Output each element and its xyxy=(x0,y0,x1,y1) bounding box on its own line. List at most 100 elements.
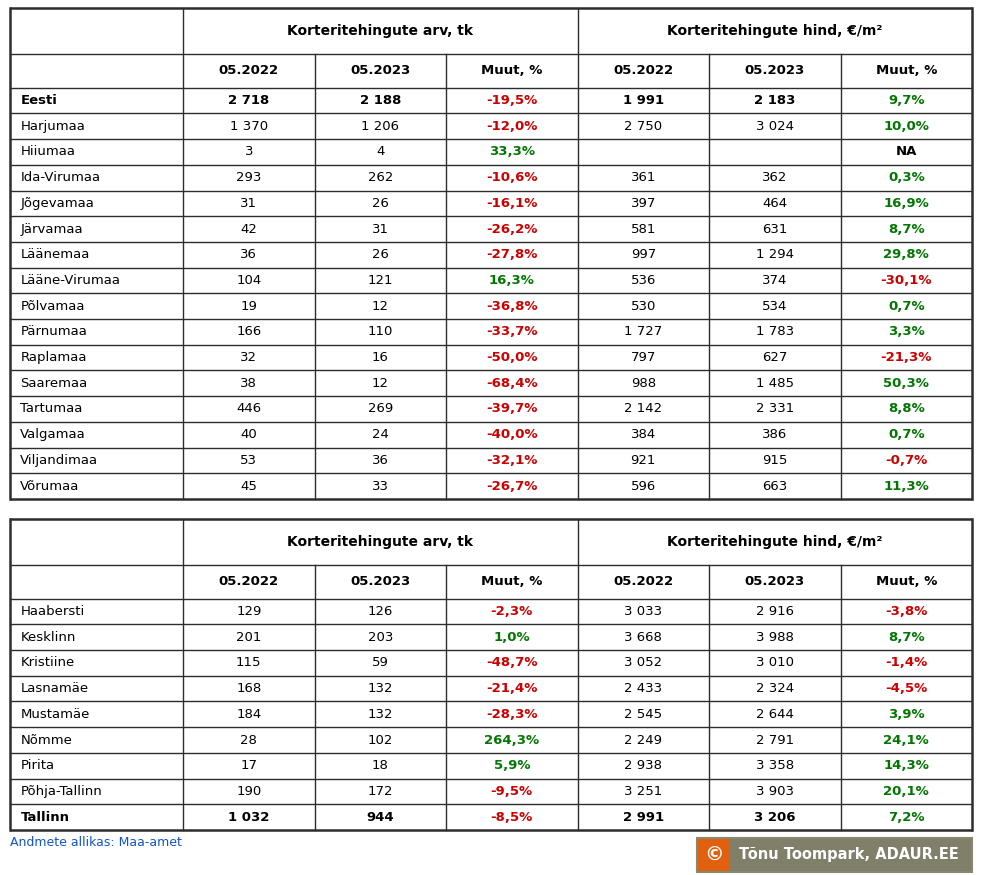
Text: 31: 31 xyxy=(372,222,389,235)
Text: -39,7%: -39,7% xyxy=(486,402,537,416)
Text: 166: 166 xyxy=(236,326,261,339)
Text: 1 485: 1 485 xyxy=(756,377,793,389)
Text: 17: 17 xyxy=(241,760,257,773)
Text: Korteritehingute arv, tk: Korteritehingute arv, tk xyxy=(288,24,473,38)
Text: Viljandimaa: Viljandimaa xyxy=(21,454,98,467)
Text: 168: 168 xyxy=(236,682,261,695)
Text: Saaremaa: Saaremaa xyxy=(21,377,87,389)
Text: Läänemaa: Läänemaa xyxy=(21,248,89,262)
Text: -1,4%: -1,4% xyxy=(885,656,927,669)
Text: 1 991: 1 991 xyxy=(623,94,664,107)
Text: 29,8%: 29,8% xyxy=(884,248,929,262)
Text: 3 358: 3 358 xyxy=(756,760,793,773)
Text: Harjumaa: Harjumaa xyxy=(21,120,85,133)
Text: 10,0%: 10,0% xyxy=(884,120,929,133)
Text: Võrumaa: Võrumaa xyxy=(21,480,80,493)
Text: -10,6%: -10,6% xyxy=(486,172,537,184)
Text: 2 791: 2 791 xyxy=(756,733,793,746)
Text: 203: 203 xyxy=(367,631,393,644)
Text: -36,8%: -36,8% xyxy=(486,299,537,312)
Text: 581: 581 xyxy=(630,222,656,235)
Text: 20,1%: 20,1% xyxy=(884,785,929,798)
Text: Tartumaa: Tartumaa xyxy=(21,402,82,416)
Text: Muut, %: Muut, % xyxy=(481,65,542,78)
Text: 36: 36 xyxy=(372,454,389,467)
Text: 126: 126 xyxy=(367,605,393,618)
Text: -12,0%: -12,0% xyxy=(486,120,537,133)
Text: 3,3%: 3,3% xyxy=(888,326,925,339)
Text: -26,2%: -26,2% xyxy=(486,222,537,235)
Text: -16,1%: -16,1% xyxy=(486,197,537,210)
Text: 464: 464 xyxy=(762,197,788,210)
Text: 8,8%: 8,8% xyxy=(888,402,925,416)
Text: 397: 397 xyxy=(630,197,656,210)
Bar xyxy=(697,838,972,872)
Text: Nõmme: Nõmme xyxy=(21,733,73,746)
Text: 1 294: 1 294 xyxy=(756,248,793,262)
Text: 374: 374 xyxy=(762,274,788,287)
Text: 110: 110 xyxy=(367,326,393,339)
Text: -3,8%: -3,8% xyxy=(885,605,927,618)
Text: 102: 102 xyxy=(367,733,393,746)
Text: 362: 362 xyxy=(762,172,788,184)
Text: 172: 172 xyxy=(367,785,393,798)
Text: 386: 386 xyxy=(762,428,788,441)
Text: 2 718: 2 718 xyxy=(228,94,269,107)
Text: 3 010: 3 010 xyxy=(756,656,793,669)
Text: 16: 16 xyxy=(372,351,389,364)
Text: 190: 190 xyxy=(236,785,261,798)
Text: 201: 201 xyxy=(236,631,261,644)
Text: 132: 132 xyxy=(367,682,393,695)
Text: Lääne-Virumaa: Lääne-Virumaa xyxy=(21,274,121,287)
Text: 997: 997 xyxy=(630,248,656,262)
Text: 42: 42 xyxy=(241,222,257,235)
Text: 1 370: 1 370 xyxy=(230,120,268,133)
Text: 129: 129 xyxy=(236,605,261,618)
Text: Hiiumaa: Hiiumaa xyxy=(21,145,76,158)
Text: 3,9%: 3,9% xyxy=(888,708,925,721)
Text: 915: 915 xyxy=(762,454,788,467)
Text: ©: © xyxy=(704,845,724,864)
Text: -19,5%: -19,5% xyxy=(486,94,537,107)
Text: -21,4%: -21,4% xyxy=(486,682,537,695)
Text: Muut, %: Muut, % xyxy=(876,65,937,78)
Text: Tõnu Toompark, ADAUR.EE: Tõnu Toompark, ADAUR.EE xyxy=(739,848,958,863)
Text: 05.2023: 05.2023 xyxy=(351,65,410,78)
Text: 3 668: 3 668 xyxy=(625,631,662,644)
Text: 59: 59 xyxy=(372,656,389,669)
Text: 2 433: 2 433 xyxy=(625,682,662,695)
Text: Kesklinn: Kesklinn xyxy=(21,631,76,644)
Text: 1 727: 1 727 xyxy=(625,326,663,339)
Text: 384: 384 xyxy=(630,428,656,441)
Text: -30,1%: -30,1% xyxy=(881,274,932,287)
Text: 1 032: 1 032 xyxy=(228,810,269,823)
Text: 530: 530 xyxy=(630,299,656,312)
Text: 3 052: 3 052 xyxy=(625,656,662,669)
Text: -27,8%: -27,8% xyxy=(486,248,537,262)
Bar xyxy=(10,519,972,830)
Text: 24: 24 xyxy=(372,428,389,441)
Text: 269: 269 xyxy=(367,402,393,416)
Text: 1,0%: 1,0% xyxy=(493,631,530,644)
Text: 8,7%: 8,7% xyxy=(888,222,925,235)
Text: 9,7%: 9,7% xyxy=(888,94,924,107)
Text: 3 988: 3 988 xyxy=(756,631,793,644)
Text: 40: 40 xyxy=(241,428,257,441)
Text: -33,7%: -33,7% xyxy=(486,326,537,339)
Text: Korteritehingute hind, €/m²: Korteritehingute hind, €/m² xyxy=(667,24,883,38)
Text: 12: 12 xyxy=(372,377,389,389)
Text: 50,3%: 50,3% xyxy=(884,377,929,389)
Text: 3: 3 xyxy=(245,145,253,158)
Text: Mustamäe: Mustamäe xyxy=(21,708,89,721)
Text: 3 903: 3 903 xyxy=(756,785,793,798)
Text: 2 324: 2 324 xyxy=(756,682,793,695)
Text: -48,7%: -48,7% xyxy=(486,656,537,669)
Text: 28: 28 xyxy=(241,733,257,746)
Text: -40,0%: -40,0% xyxy=(486,428,537,441)
Text: 7,2%: 7,2% xyxy=(888,810,924,823)
Text: 631: 631 xyxy=(762,222,788,235)
Text: 663: 663 xyxy=(762,480,788,493)
Text: 33: 33 xyxy=(372,480,389,493)
Text: 596: 596 xyxy=(630,480,656,493)
Text: 0,7%: 0,7% xyxy=(888,299,925,312)
